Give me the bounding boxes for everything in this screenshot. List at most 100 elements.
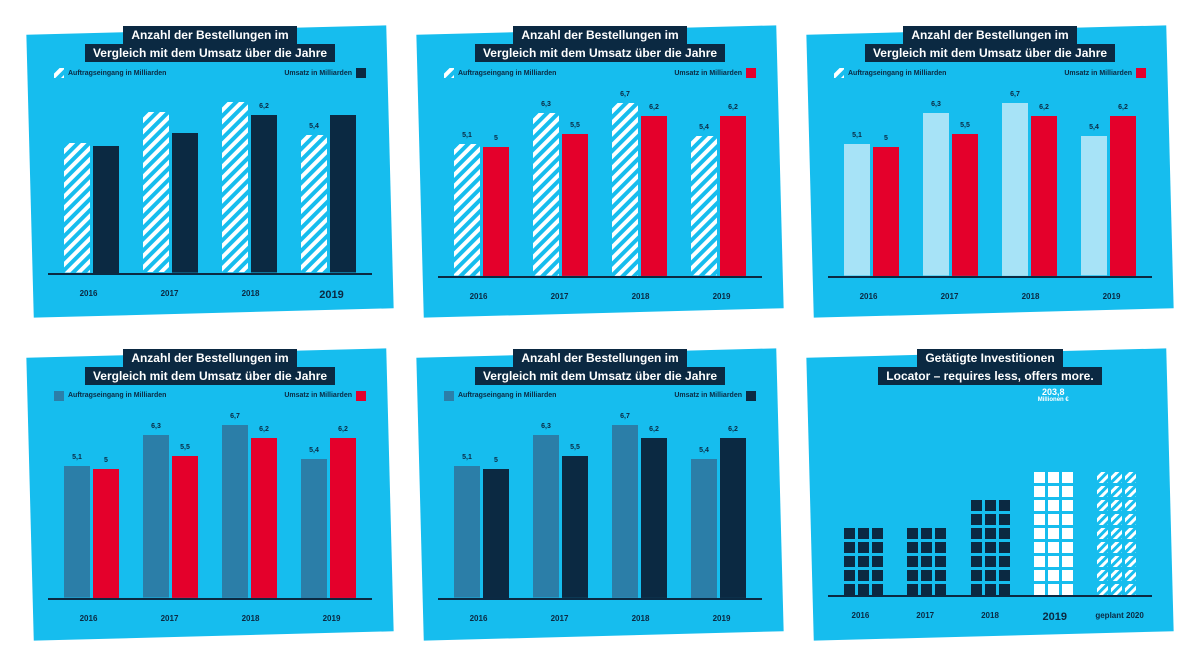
chart-title-line1: Getätigte Investitionen [917,349,1062,367]
bar-chart-card: Anzahl der Bestellungen imVergleich mit … [420,20,780,313]
chart-bar: 6,7 [612,425,638,598]
x-axis-label: 2018 [210,614,291,623]
investment-isotype-card: Getätigte InvestitionenLocator – require… [810,343,1170,636]
chart-bar: 5 [483,469,509,598]
x-axis-label: 2019 [1022,611,1087,623]
bar-chart-card: Anzahl der Bestellungen imVergleich mit … [810,20,1170,313]
x-axis: 2016201720182019 [438,600,762,623]
chart-bar: 5 [873,147,899,276]
chart-bar: 6,2 [251,115,277,272]
chart-legend: Auftragseingang in MilliardenUmsatz in M… [48,391,372,405]
x-axis-label: 2018 [958,611,1023,623]
chart-bar [222,102,248,272]
x-axis-label: 2018 [600,292,681,301]
x-axis-label: 2017 [519,614,600,623]
legend-swatch-b [356,68,366,78]
chart-bar: 5,5 [172,456,198,598]
chart-bar: 6,2 [720,438,746,598]
chart-title-line2: Vergleich mit dem Umsatz über die Jahre [85,367,335,385]
chart-bar: 6,2 [720,116,746,276]
x-axis: 2016201720182019 [48,275,372,301]
chart-title-line2: Vergleich mit dem Umsatz über die Jahre [865,44,1115,62]
x-axis-label: 2019 [1071,292,1152,301]
x-axis-label: 2017 [909,292,990,301]
legend-swatch-b [746,68,756,78]
legend-label-b: Umsatz in Milliarden [284,70,352,77]
x-axis-label: geplant 2020 [1087,611,1152,623]
x-axis-label: 2017 [893,611,958,623]
chart-bar: 6,3 [923,113,949,276]
chart-bar: 6,7 [222,425,248,598]
chart-legend: Auftragseingang in Milliarden Umsatz in M… [48,68,372,82]
chart-bar [143,112,169,272]
chart-area: 5,156,35,56,76,25,46,2 [828,82,1152,278]
x-axis-label: 2019 [291,614,372,623]
chart-title-line1: Anzahl der Bestellungen im [123,349,296,367]
legend-swatch-b [1136,68,1146,78]
chart-bar: 5,4 [1081,136,1107,275]
chart-bar: 6,2 [1110,116,1136,276]
legend-label-b: Umsatz in Milliarden [1064,70,1132,77]
chart-area: 6,25,4 [48,82,372,275]
chart-bar [64,143,90,273]
chart-bar [330,115,356,272]
chart-area: 5,156,35,56,76,25,46,2 [438,82,762,278]
legend-swatch-a [444,68,454,78]
chart-bar: 5,4 [301,459,327,598]
bar-chart-card: Anzahl der Bestellungen imVergleich mit … [420,343,780,636]
chart-bar: 6,7 [1002,103,1028,276]
isotype-column [832,391,895,596]
x-axis-label: 2019 [681,292,762,301]
x-axis-label: 2018 [600,614,681,623]
x-axis-label: 2019 [681,614,762,623]
legend-swatch-b [356,391,366,401]
legend-label-a: Auftragseingang in Milliarden [458,70,556,77]
chart-bar: 6,3 [533,113,559,276]
legend-swatch-b [746,391,756,401]
isotype-column [958,391,1021,596]
chart-title-line1: Anzahl der Bestellungen im [903,26,1076,44]
chart-bar: 5,1 [64,466,90,598]
chart-title-line2: Locator – requires less, offers more. [878,367,1101,385]
chart-area: 5,156,35,56,76,25,46,2 [438,405,762,601]
x-axis-label: 2019 [291,289,372,301]
legend-label-a: Auftragseingang in Milliarden [848,70,946,77]
x-axis: 2016201720182019 [48,600,372,623]
chart-bar: 6,2 [1031,116,1057,276]
x-axis-label: 2016 [438,614,519,623]
x-axis-label: 2016 [828,611,893,623]
chart-bar: 6,7 [612,103,638,276]
x-axis-label: 2018 [990,292,1071,301]
bar-chart-card: Anzahl der Bestellungen imVergleich mit … [30,20,390,313]
x-axis-label: 2016 [438,292,519,301]
chart-bar: 5,5 [562,456,588,598]
x-axis: 2016201720182019 [438,278,762,301]
chart-bar: 6,2 [641,438,667,598]
x-axis: 2016201720182019geplant 2020 [828,597,1152,623]
chart-title-line2: Vergleich mit dem Umsatz über die Jahre [475,367,725,385]
legend-swatch-a [444,391,454,401]
x-axis: 2016201720182019 [828,278,1152,301]
chart-title-line1: Anzahl der Bestellungen im [123,26,296,44]
isotype-column [895,391,958,596]
chart-bar: 5 [93,469,119,598]
x-axis-label: 2017 [129,614,210,623]
chart-legend: Auftragseingang in MilliardenUmsatz in M… [438,391,762,405]
chart-title-line2: Vergleich mit dem Umsatz über die Jahre [475,44,725,62]
chart-bar: 5,1 [844,144,870,276]
chart-bar: 6,3 [533,435,559,598]
legend-label-a: Auftragseingang in Milliarden [68,70,166,77]
chart-bar: 5,5 [562,134,588,276]
isotype-highlight-label: 203,8Millionen € [1022,387,1085,403]
chart-legend: Auftragseingang in Milliarden Umsatz in M… [828,68,1152,82]
isotype-column [1085,391,1148,596]
bar-chart-card: Anzahl der Bestellungen imVergleich mit … [30,343,390,636]
chart-title-line1: Anzahl der Bestellungen im [513,349,686,367]
x-axis-label: 2018 [210,289,291,301]
x-axis-label: 2016 [48,614,129,623]
chart-bar [93,146,119,273]
x-axis-label: 2017 [519,292,600,301]
legend-swatch-a [834,68,844,78]
isotype-column: 203,8Millionen € [1022,391,1085,596]
legend-label-a: Auftragseingang in Milliarden [458,392,556,399]
